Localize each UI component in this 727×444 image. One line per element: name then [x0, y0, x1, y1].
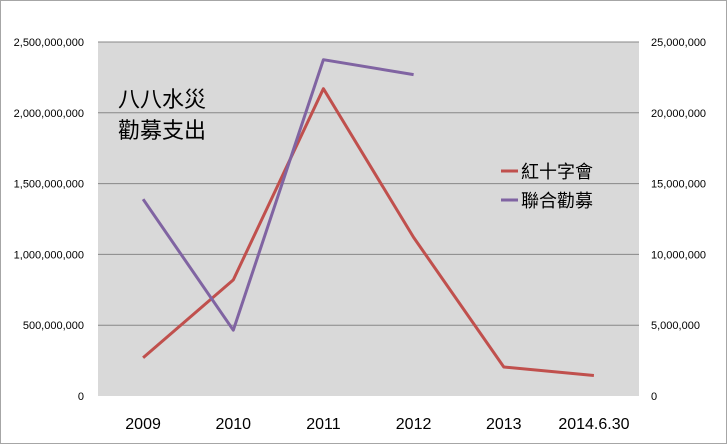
- right-axis-tick-label: 25,000,000: [651, 37, 706, 49]
- left-axis-tick-label: 500,000,000: [23, 320, 84, 332]
- x-axis-tick-label: 2009: [125, 416, 161, 433]
- chart-title-line-2: 勸募支出: [118, 118, 206, 143]
- right-axis-tick-label: 15,000,000: [651, 179, 706, 191]
- left-axis-tick-label: 0: [78, 391, 84, 403]
- x-axis-tick-label: 2011: [306, 416, 341, 433]
- legend: 紅十字會 聯合勸募: [501, 162, 593, 211]
- x-axis-tick-label: 2014.6.30: [558, 416, 629, 433]
- x-axis-tick-label: 2013: [486, 416, 522, 433]
- left-axis-ticks: 0 500,000,000 1,000,000,000 1,500,000,000 2,…: [14, 37, 84, 403]
- left-axis-tick-label: 2,000,000,000: [14, 108, 84, 120]
- left-axis-tick-label: 1,500,000,000: [14, 179, 84, 191]
- x-axis-tick-label: 2010: [215, 416, 251, 433]
- chart-title-line-1: 八八水災: [118, 87, 206, 112]
- plot-area: [98, 42, 639, 396]
- chart-title: 八八水災 勸募支出: [118, 87, 206, 143]
- right-axis-ticks: 0 5,000,000 10,000,000 15,000,000 20,000,000…: [651, 37, 706, 403]
- legend-label-red-cross: 紅十字會: [521, 162, 593, 182]
- right-axis-tick-label: 20,000,000: [651, 108, 706, 120]
- x-axis-tick-label: 2012: [396, 416, 432, 433]
- series-line-united-way: [141, 58, 414, 332]
- gridlines: [98, 41, 639, 326]
- right-axis-tick-label: 0: [651, 391, 657, 403]
- series-layer: [141, 58, 595, 377]
- legend-label-united-way: 聯合勸募: [521, 191, 593, 211]
- x-axis-ticks: 2009 2010 2011 2012 2013 2014.6.30: [125, 416, 629, 433]
- right-axis-tick-label: 10,000,000: [651, 249, 706, 261]
- series-line-red-cross: [142, 87, 595, 377]
- left-axis-tick-label: 2,500,000,000: [14, 37, 84, 49]
- right-axis-tick-label: 5,000,000: [651, 320, 700, 332]
- left-axis-tick-label: 1,000,000,000: [14, 249, 84, 261]
